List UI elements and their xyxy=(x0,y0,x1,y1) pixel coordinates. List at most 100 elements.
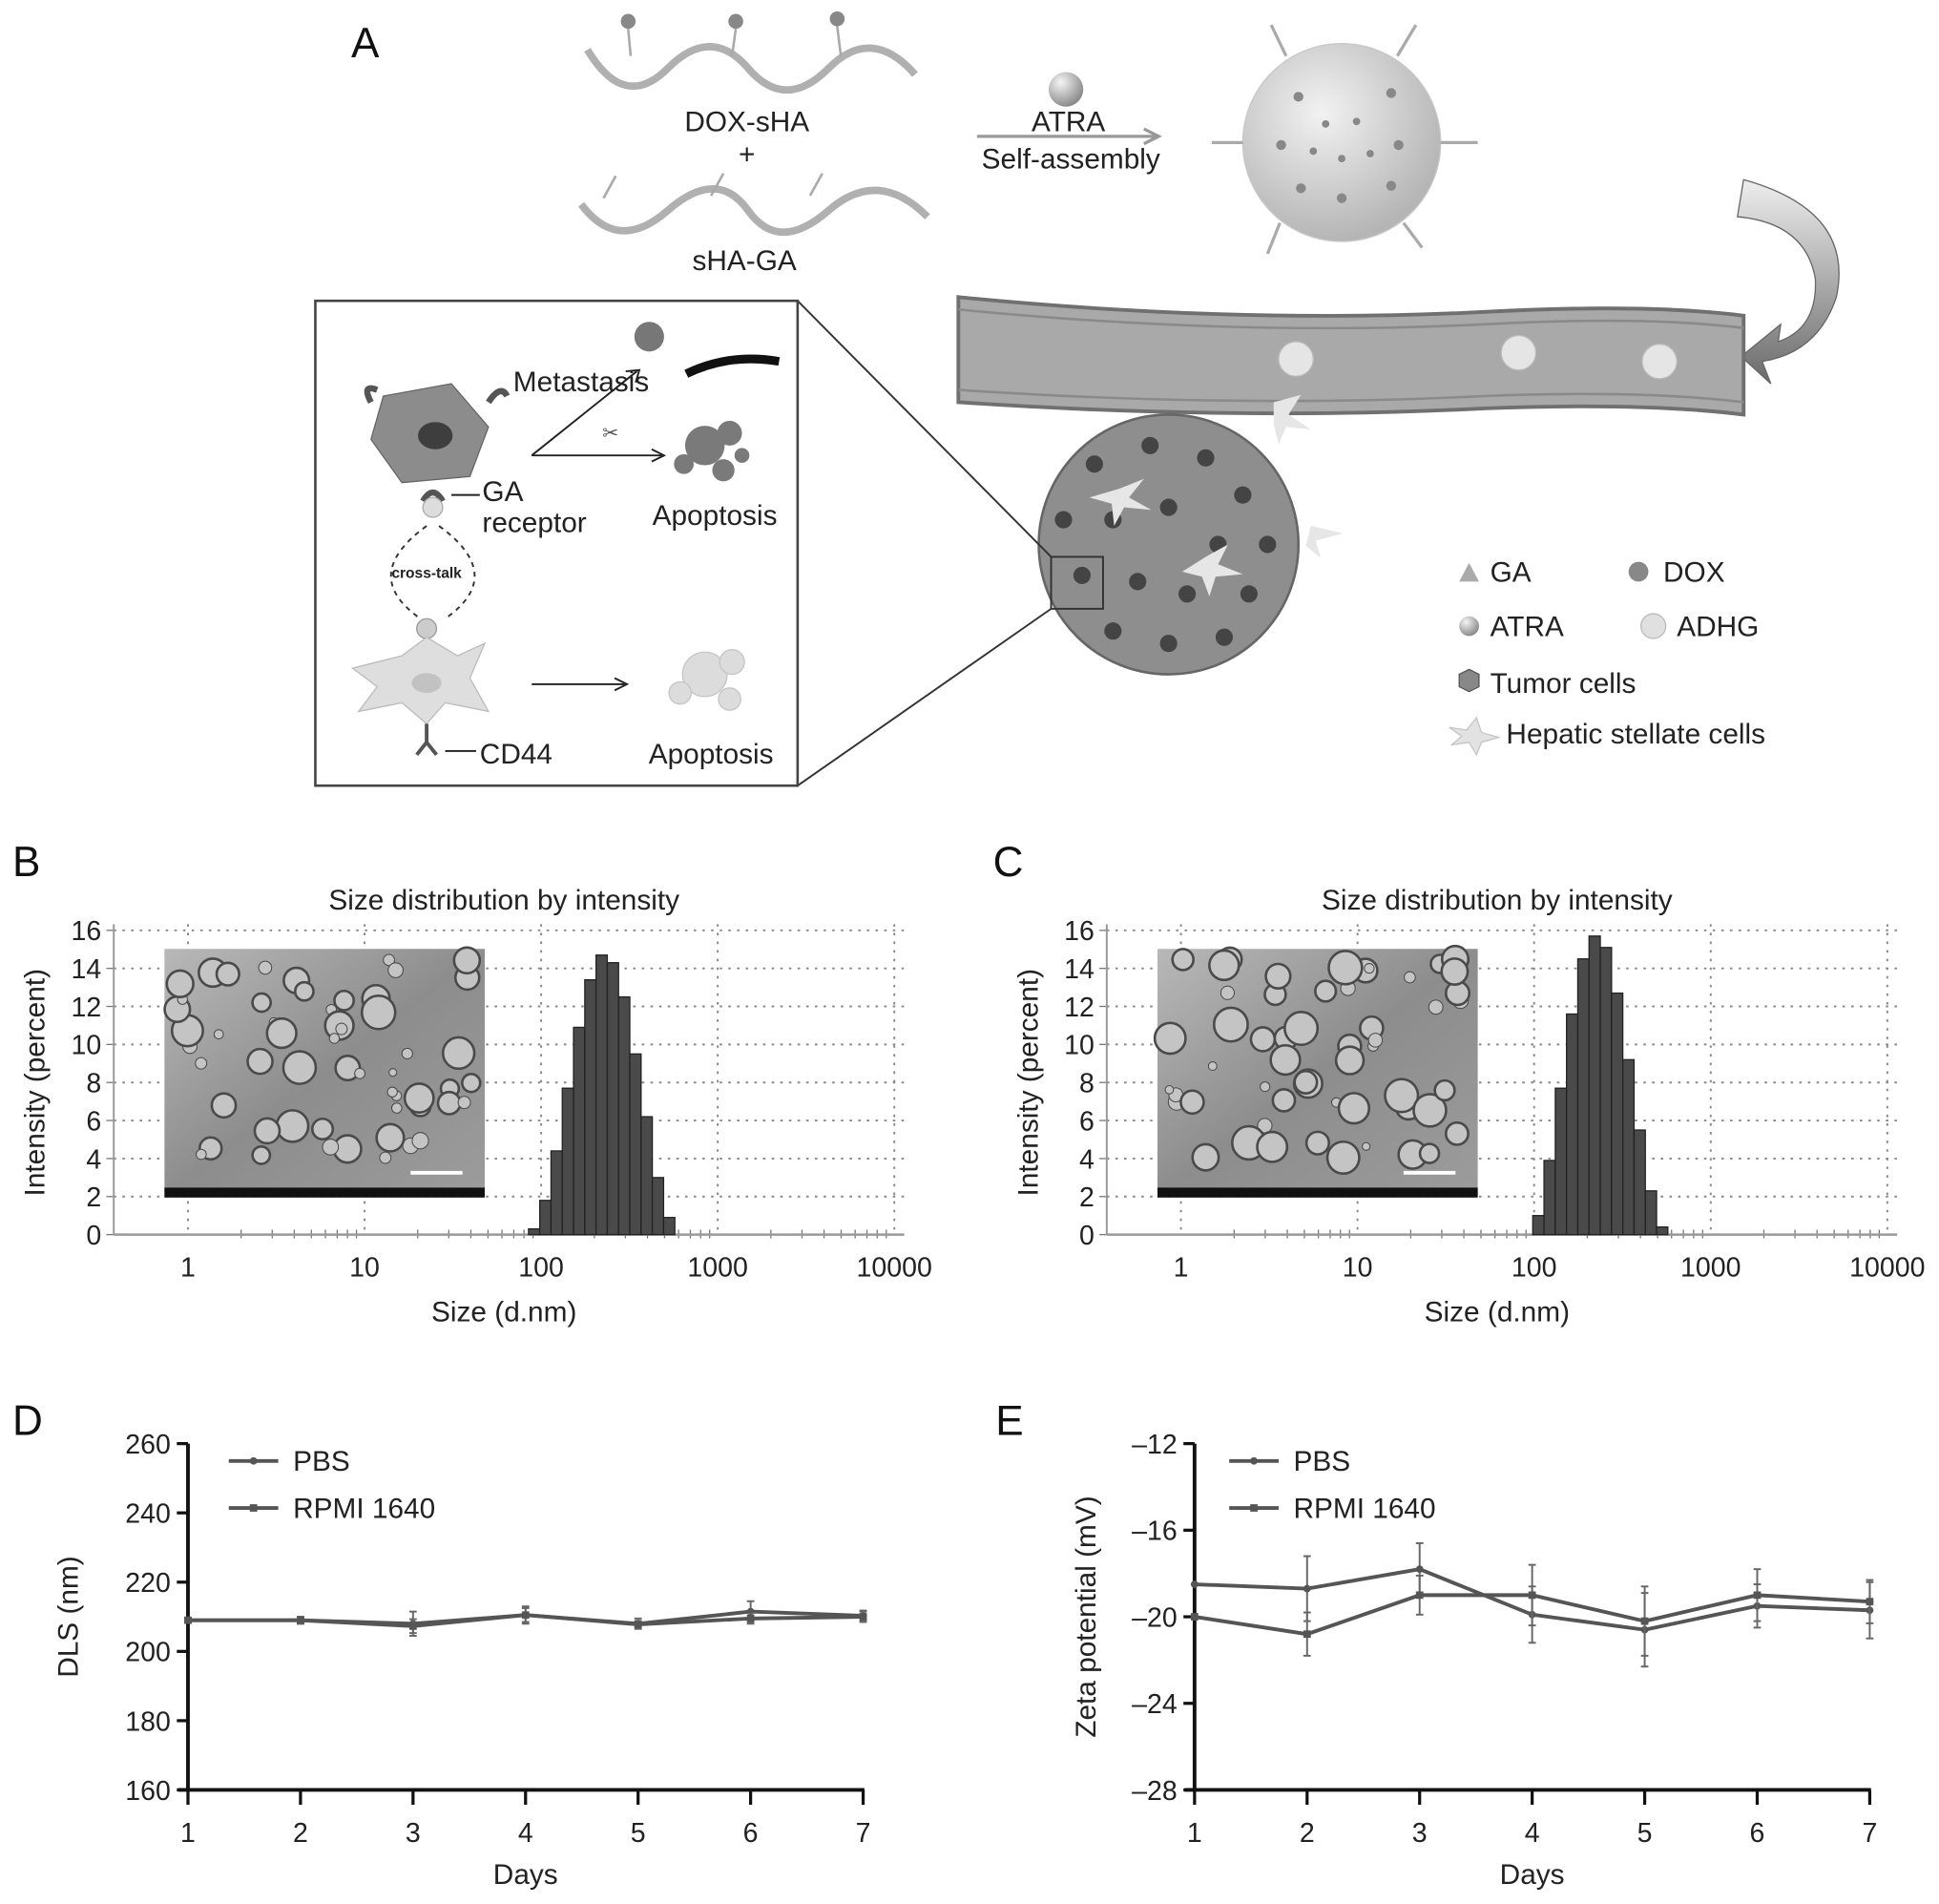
metastasis-arrow-icon xyxy=(531,368,641,456)
nanoparticle-dot xyxy=(1325,1140,1361,1175)
data-point xyxy=(521,1611,530,1620)
y-tick-label: 10 xyxy=(72,1031,102,1061)
nanoparticle-dot xyxy=(1418,1142,1441,1164)
tumor-mass xyxy=(797,300,1344,786)
x-tick-label: 1000 xyxy=(687,1253,747,1284)
adhg-nanoparticle xyxy=(1212,24,1478,255)
chart-title: Size distribution by intensity xyxy=(328,885,679,916)
chart-d-dls: 160 180 200 220 240 260 1 2 3 4 5 6 7 PBS RPMI 1640 Day… xyxy=(53,1430,871,1891)
data-point xyxy=(1415,1565,1424,1574)
y-tick-label: 14 xyxy=(1064,954,1095,985)
tem-info-bar xyxy=(164,1187,485,1198)
ga-receptor-label-line2: receptor xyxy=(482,508,586,539)
histogram-bar xyxy=(629,1053,642,1236)
nanoparticle-dot xyxy=(1337,1092,1371,1125)
x-axis-label: Size (d.nm) xyxy=(1425,1296,1570,1328)
panel-label-e: E xyxy=(995,1398,1023,1445)
cd44-label: CD44 xyxy=(480,739,553,770)
nanoparticle-dot xyxy=(1260,1081,1271,1093)
nanoparticle-dot xyxy=(379,1151,392,1164)
legend-label: RPMI 1640 xyxy=(293,1493,435,1524)
panel-label-a: A xyxy=(351,20,380,67)
y-tick-label: 6 xyxy=(86,1106,101,1137)
apoptosis-tumor-label: Apoptosis xyxy=(653,500,778,532)
nanoparticle-dot xyxy=(436,1090,462,1116)
x-tick-label: 1000 xyxy=(1680,1253,1741,1284)
tumor-cell-legend-icon xyxy=(1458,668,1480,693)
metastatic-cell-icon xyxy=(634,322,664,352)
histogram-bar xyxy=(550,1150,563,1236)
ga-triangle-icon xyxy=(1459,562,1479,582)
nanoparticle-dot xyxy=(213,1029,224,1040)
x-tick-label: 4 xyxy=(518,1818,533,1849)
tumor-cell-icon xyxy=(364,383,511,518)
blood-vessel xyxy=(956,295,1746,417)
nanoparticle-dot xyxy=(1293,1069,1319,1095)
histogram-bar xyxy=(662,1217,676,1236)
y-tick-label: –12 xyxy=(1132,1430,1178,1460)
nanoparticle-dot xyxy=(1364,963,1375,974)
nanoparticle-dot xyxy=(386,1086,398,1098)
nanoparticle-dot xyxy=(165,969,195,999)
nanoparticle-dot xyxy=(210,1092,238,1119)
plus-sign: + xyxy=(739,138,755,170)
chart-c-size-distribution: Size distribution by intensity 0 2 4 6 8 10 12 1… xyxy=(1012,885,1925,1329)
histogram-bar xyxy=(651,1177,665,1236)
histogram-bar xyxy=(1633,1129,1646,1236)
histogram-bar xyxy=(1576,958,1590,1236)
data-point xyxy=(859,1613,867,1621)
nanoparticle-dot xyxy=(1153,1021,1187,1056)
y-tick-label: 12 xyxy=(72,993,102,1023)
y-tick-label: 160 xyxy=(125,1776,171,1807)
y-tick-label: 8 xyxy=(1079,1069,1095,1099)
data-point xyxy=(1866,1598,1874,1606)
nanoparticle-dot xyxy=(335,1022,348,1036)
sha-ga-strand xyxy=(577,173,930,236)
nanoparticle-dot xyxy=(1314,979,1338,1003)
nanoparticle-dot xyxy=(1271,1088,1297,1113)
nanoparticle-dot xyxy=(215,961,240,987)
x-tick-label: 1 xyxy=(180,1253,196,1284)
y-tick-label: 2 xyxy=(1079,1182,1095,1213)
x-tick-label: 7 xyxy=(856,1818,871,1849)
nanoparticle-dot xyxy=(333,989,355,1012)
y-axis-label: Zeta potential (mV) xyxy=(1071,1496,1102,1737)
x-tick-label: 100 xyxy=(1512,1253,1557,1284)
histogram-bar xyxy=(1621,1058,1636,1236)
nanoparticle-dot xyxy=(403,1082,435,1114)
sha-ga-label: sHA-GA xyxy=(693,245,797,277)
nanoparticle-dot xyxy=(411,1132,429,1150)
y-tick-label: 180 xyxy=(125,1706,171,1737)
data-point xyxy=(297,1616,304,1624)
nanoparticle-dot xyxy=(441,1036,476,1071)
y-tick-label: 16 xyxy=(1064,916,1095,947)
x-tick-label: 1 xyxy=(1187,1818,1202,1849)
nanoparticle-dot xyxy=(1191,1142,1220,1172)
nanoparticle-dot xyxy=(251,992,272,1014)
atra-dot-icon xyxy=(1459,616,1479,637)
nanoparticle-dot xyxy=(452,946,482,975)
legend-marker xyxy=(249,1456,258,1465)
nanoparticle-dot xyxy=(375,1122,406,1153)
nanoparticle-dot xyxy=(1404,971,1416,984)
histogram-bar xyxy=(1532,1215,1545,1236)
histogram-bar xyxy=(1554,1087,1568,1236)
y-tick-label: 220 xyxy=(125,1568,171,1599)
nanoparticle-dot xyxy=(258,960,273,975)
cross-talk-label: cross-talk xyxy=(391,565,462,581)
legend-dox: DOX xyxy=(1663,556,1725,588)
x-tick-label: 10000 xyxy=(1849,1253,1925,1284)
nanoparticle-dot xyxy=(390,1102,403,1114)
hepatic-stellate-cell-icon xyxy=(350,636,490,757)
data-point xyxy=(1415,1591,1424,1600)
nanoparticle-dot xyxy=(328,1033,341,1044)
y-tick-label: –24 xyxy=(1132,1689,1178,1720)
x-tick-label: 6 xyxy=(1750,1818,1765,1849)
legend-marker xyxy=(1250,1504,1258,1512)
histogram-bar xyxy=(1656,1225,1669,1236)
histogram-bar xyxy=(1543,1160,1556,1236)
histogram-bar xyxy=(640,1116,654,1236)
nanoparticle-dot xyxy=(1428,999,1444,1015)
nanoparticle-dot xyxy=(1412,1093,1448,1128)
